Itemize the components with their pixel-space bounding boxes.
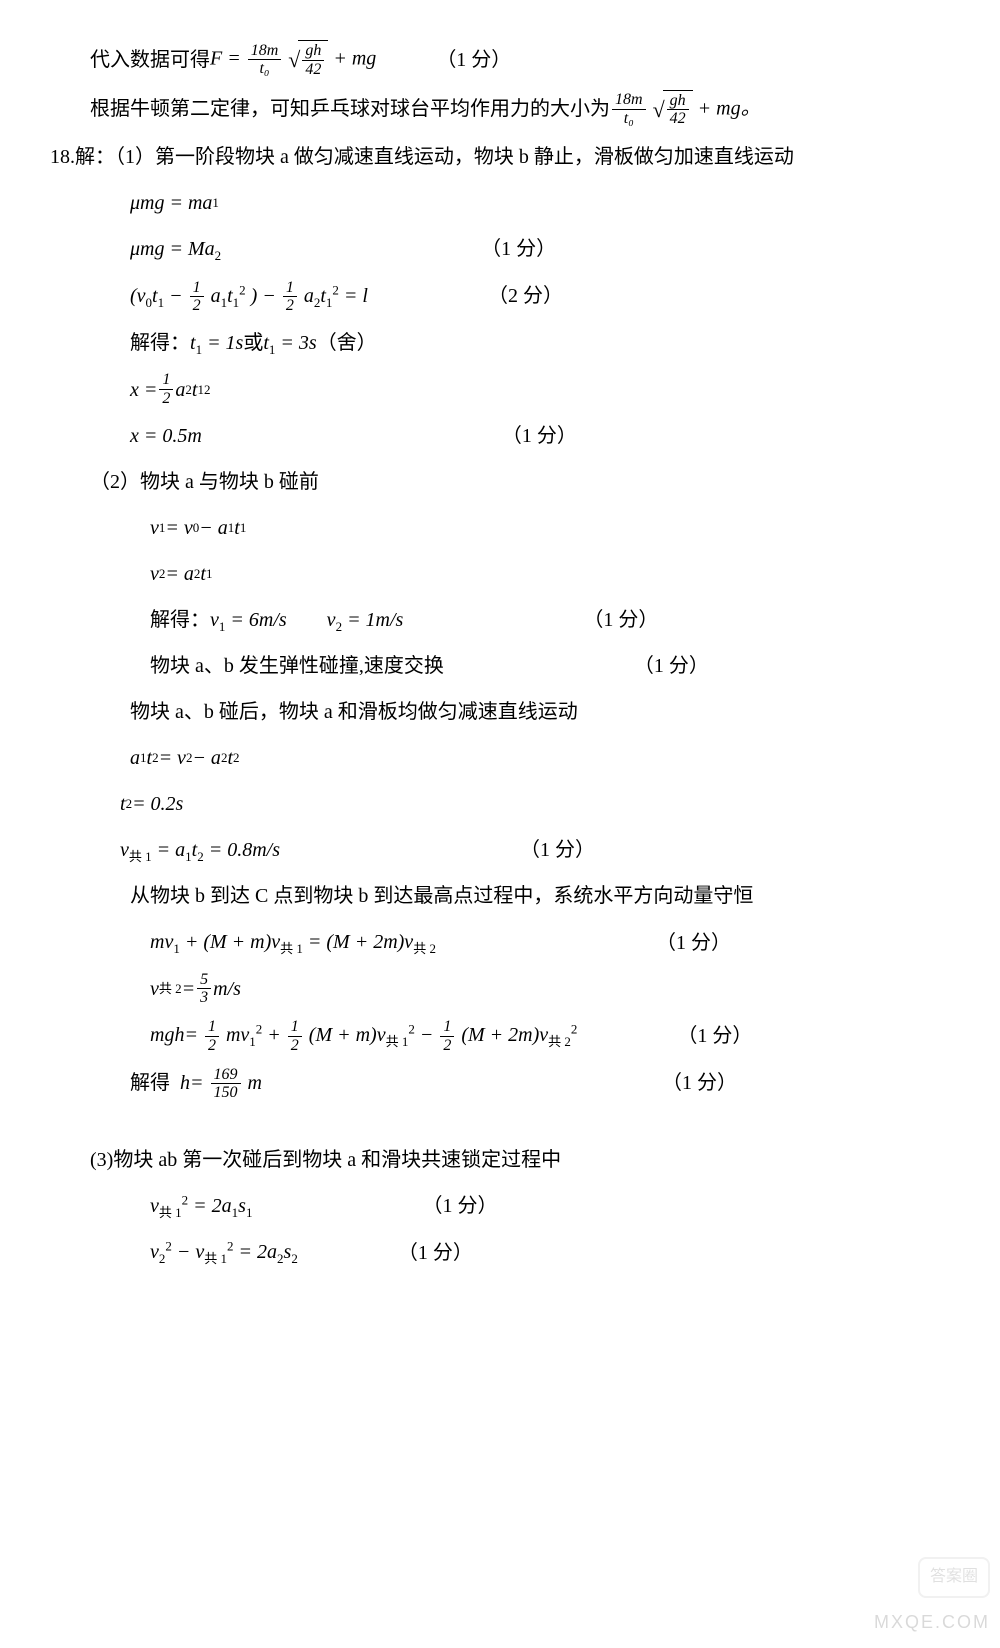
eq-vsq2: v22 − v共 12 = 2a2s2 （1 分） <box>50 1234 950 1270</box>
part2-header: （2）物块 a 与物块 b 碰前 <box>50 464 950 500</box>
line-newton: 根据牛顿第二定律，可知乒乓球对球台平均作用力的大小为 18mt₀ gh42 + … <box>50 90 950 130</box>
eq-mu2: μmg = Ma2 （1 分） <box>50 231 950 267</box>
text: 代入数据可得 <box>90 42 210 78</box>
solve-v: 解得： v1 = 6m/s v2 = 1m/s （1 分） <box>50 602 950 638</box>
score: （1 分） <box>436 42 511 78</box>
t2-val: t2 = 0.2s <box>50 786 950 822</box>
energy-eq: mgh= 12 mv12 + 12 (M + m)v共 12 − 12 (M +… <box>50 1017 950 1055</box>
elastic: 物块 a、b 发生弹性碰撞,速度交换 （1 分） <box>50 648 950 684</box>
eq-F: F = 18mt₀ gh42 + mg <box>210 40 376 80</box>
momentum-eq: mv1 + (M + m)v共 1 = (M + 2m)v共 2 （1 分） <box>50 924 950 960</box>
q18-header: 18.解：（1）第一阶段物块 a 做匀减速直线运动，物块 b 静止，滑板做匀加速… <box>50 139 950 175</box>
eq-v2: v2 = a2t1 <box>50 556 950 592</box>
solve-t1: 解得： t1 = 1s 或 t1 = 3s （舍） <box>50 325 950 361</box>
vcommon2: v共 2 = 53 m/s <box>50 971 950 1007</box>
frac-18m-t0: 18mt₀ <box>248 42 282 78</box>
after-collision: 物块 a、b 碰后，物块 a 和滑板均做匀减速直线运动 <box>50 694 950 730</box>
vcommon1: v共 1 = a1t2 = 0.8m/s （1 分） <box>50 832 950 868</box>
line-substitute: 代入数据可得 F = 18mt₀ gh42 + mg （1 分） <box>50 40 950 80</box>
x-val: x = 0.5m （1 分） <box>50 418 950 454</box>
eq-kinematics: (v0t1 − 12 a1t12 ) − 12 a2t12 = l （2 分） <box>50 278 950 316</box>
eq-a1t2: a1t2 = v2 − a2t2 <box>50 740 950 776</box>
text: 根据牛顿第二定律，可知乒乓球对球台平均作用力的大小为 <box>90 91 610 127</box>
momentum-text: 从物块 b 到达 C 点到物块 b 到达最高点过程中，系统水平方向动量守恒 <box>50 878 950 914</box>
eq-vsq1: v共 12 = 2a1s1 （1 分） <box>50 1188 950 1224</box>
sqrt-gh42: gh42 <box>288 40 328 80</box>
eq-v1: v1 = v0 − a1t1 <box>50 510 950 546</box>
watermark-box: 答案圈 <box>918 1557 990 1598</box>
watermark-url: MXQE.COM <box>874 1606 990 1638</box>
eq-x: x = 12 a2t12 <box>50 371 950 407</box>
eq-mu1: μmg = ma1 <box>50 185 950 221</box>
part3-header: (3)物块 ab 第一次碰后到物块 a 和滑块共速锁定过程中 <box>50 1142 950 1178</box>
solve-h: 解得 h= 169150 m （1 分） <box>50 1065 950 1103</box>
